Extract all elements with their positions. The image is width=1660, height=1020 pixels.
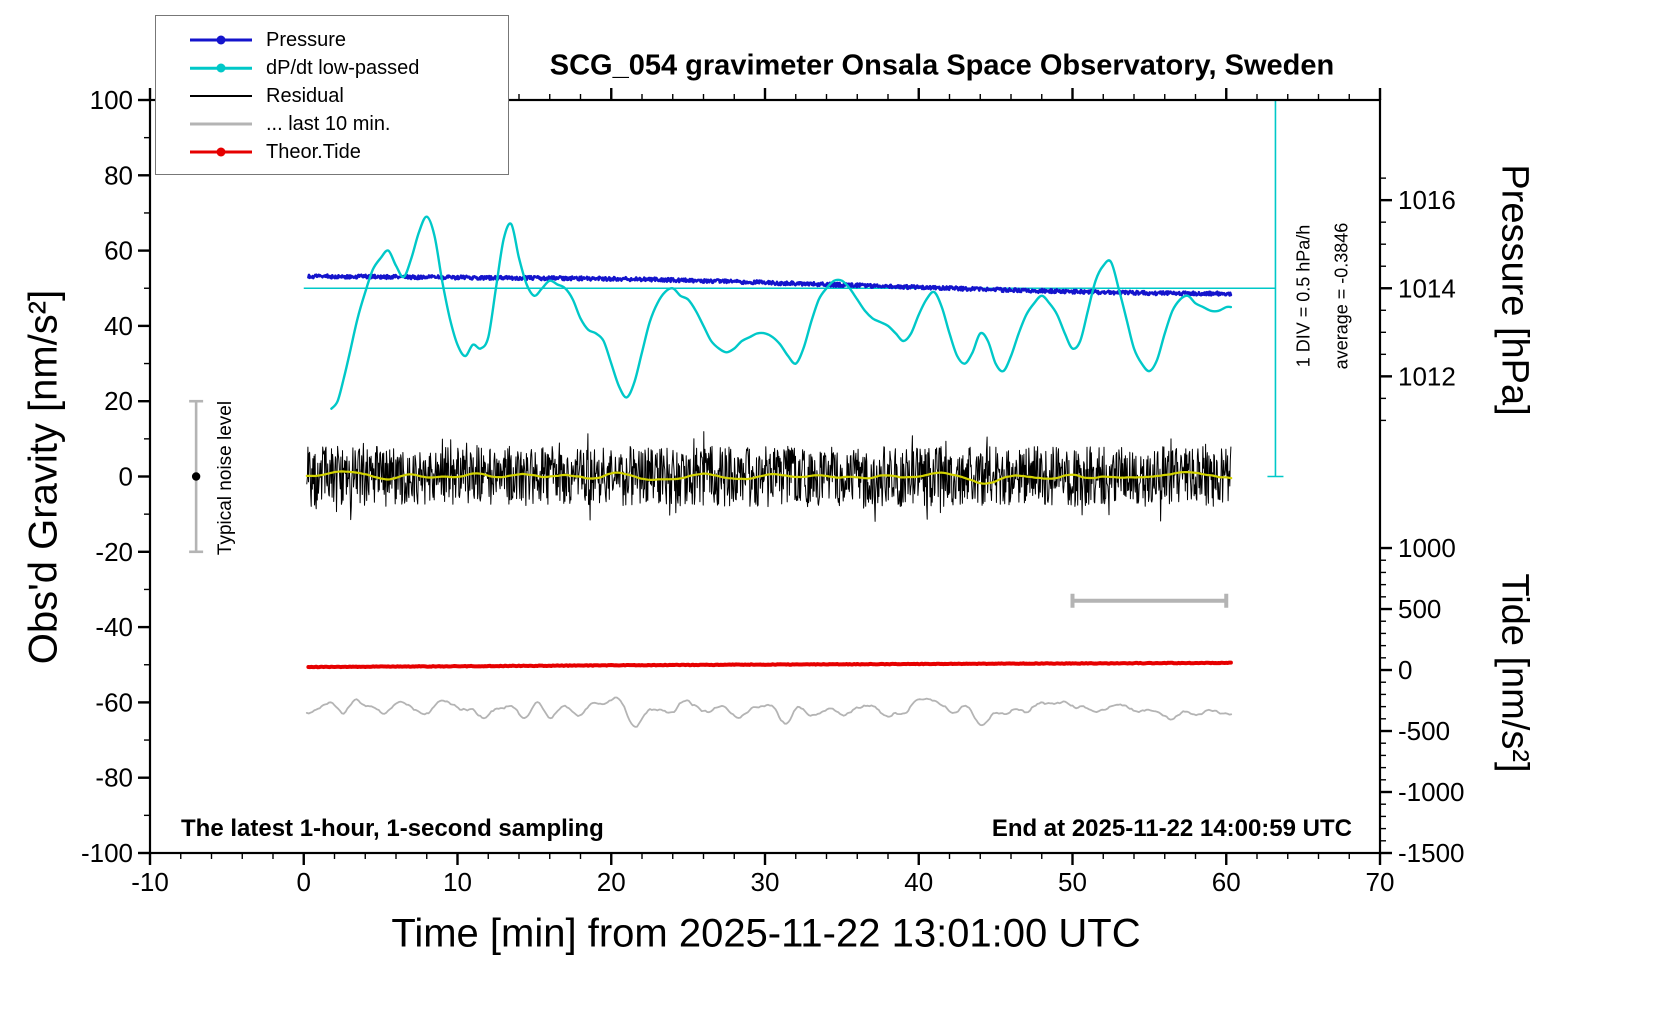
legend-line-sample bbox=[190, 145, 252, 159]
gravity-tick-label: 40 bbox=[104, 311, 133, 341]
tide-tick-label: 500 bbox=[1398, 594, 1441, 624]
gravity-tick-label: 0 bbox=[119, 462, 133, 492]
legend-marker-dot bbox=[216, 63, 226, 73]
legend: Pressure dP/dt low-passed Residual ... last… bbox=[155, 15, 509, 175]
tide-tick-label: 0 bbox=[1398, 655, 1412, 685]
pressure-tick-label: 1014 bbox=[1398, 273, 1456, 303]
gravity-axis-label: Obs'd Gravity [nm/s²] bbox=[21, 289, 66, 665]
x-tick-label: 30 bbox=[751, 867, 780, 897]
tide-tick-label: -500 bbox=[1398, 716, 1450, 746]
legend-marker-dot bbox=[216, 147, 226, 157]
series-tide bbox=[306, 660, 1233, 670]
legend-item-label: Pressure bbox=[266, 28, 347, 51]
series-last10 bbox=[305, 696, 1233, 728]
tide-tick-label: -1000 bbox=[1398, 777, 1465, 807]
tide-tick-label: -1500 bbox=[1398, 838, 1465, 868]
legend-item-label: Residual bbox=[266, 84, 344, 107]
ten-minute-window-bar bbox=[1070, 593, 1229, 608]
legend-item-label: ... last 10 min. bbox=[266, 112, 391, 135]
gravity-tick-label: 60 bbox=[104, 236, 133, 266]
chart-title: SCG_054 gravimeter Onsala Space Observat… bbox=[549, 49, 1335, 82]
tick-labels: -10 0 10 20 30 40 50 60 70-100-80-60-40-20020406… bbox=[81, 85, 1465, 897]
gravity-tick-label: -100 bbox=[81, 838, 133, 868]
x-tick-label: 70 bbox=[1366, 867, 1395, 897]
x-tick-label: 0 bbox=[297, 867, 311, 897]
legend-item: Theor.Tide bbox=[190, 138, 508, 166]
legend-item-label: dP/dt low-passed bbox=[266, 56, 420, 79]
legend-item: ... last 10 min. bbox=[190, 110, 508, 138]
pressure-tick-label: 1012 bbox=[1398, 361, 1456, 391]
legend-line-sample bbox=[190, 33, 252, 47]
legend-line-sample bbox=[190, 89, 252, 103]
series-dpdt bbox=[330, 215, 1233, 410]
x-tick-label: 20 bbox=[597, 867, 626, 897]
pressure-tick-label: 1016 bbox=[1398, 185, 1456, 215]
legend-item: Residual bbox=[190, 82, 508, 110]
gravity-tick-label: -80 bbox=[95, 763, 133, 793]
x-axis-label: Time [min] from 2025-11-22 13:01:00 UTC bbox=[391, 911, 1141, 956]
noise-bar-center-dot bbox=[191, 472, 201, 481]
legend-item: Pressure bbox=[190, 26, 508, 54]
legend-line-sample bbox=[190, 61, 252, 75]
x-tick-label: 40 bbox=[904, 867, 933, 897]
pressure-axis-label: Pressure [hPa] bbox=[1493, 164, 1536, 416]
series-pressure bbox=[307, 273, 1233, 297]
gravity-tick-label: 100 bbox=[90, 85, 133, 115]
tide-tick-label: 1000 bbox=[1398, 533, 1456, 563]
x-tick-label: 50 bbox=[1058, 867, 1087, 897]
gravity-tick-label: -20 bbox=[95, 537, 133, 567]
tide-axis-label: Tide [nm/s²] bbox=[1493, 573, 1536, 773]
gravity-tick-label: 20 bbox=[104, 386, 133, 416]
legend-line bbox=[190, 122, 252, 126]
legend-line-sample bbox=[190, 117, 252, 131]
div-scale-label: 1 DIV = 0.5 hPa/h bbox=[1293, 224, 1314, 368]
end-time-note: End at 2025-11-22 14:00:59 UTC bbox=[991, 815, 1352, 842]
legend-item: dP/dt low-passed bbox=[190, 54, 508, 82]
legend-item-label: Theor.Tide bbox=[266, 140, 361, 163]
x-tick-label: 60 bbox=[1212, 867, 1241, 897]
series-residual-lowpass bbox=[305, 470, 1233, 485]
gravity-tick-label: 80 bbox=[104, 160, 133, 190]
legend-marker-dot bbox=[216, 35, 226, 45]
x-tick-label: -10 bbox=[131, 867, 169, 897]
x-tick-label: 10 bbox=[443, 867, 472, 897]
legend-line bbox=[190, 95, 252, 97]
sampling-note: The latest 1-hour, 1-second sampling bbox=[181, 815, 604, 842]
gravity-tick-label: -40 bbox=[95, 612, 133, 642]
gravity-tick-label: -60 bbox=[95, 687, 133, 717]
noise-level-label: Typical noise level bbox=[215, 400, 236, 556]
average-label: average = -0.3846 bbox=[1331, 222, 1352, 370]
